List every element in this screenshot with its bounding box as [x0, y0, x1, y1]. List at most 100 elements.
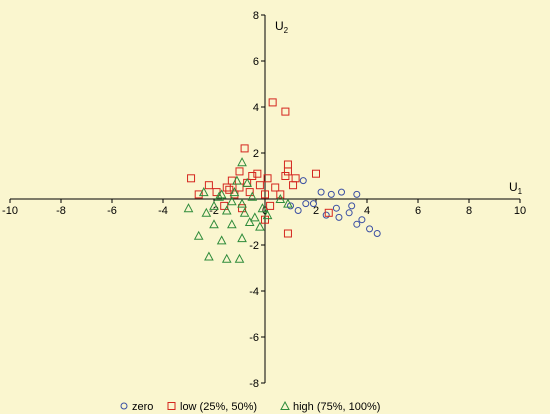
data-point-series-1 [235, 167, 244, 176]
data-point-series-2 [214, 191, 224, 201]
x-tick-label: 0 [262, 205, 268, 217]
data-point-series-2 [227, 196, 237, 206]
data-point-series-0 [294, 207, 302, 214]
data-point-series-2 [216, 235, 227, 245]
data-point-series-0 [338, 188, 345, 196]
x-tick-label: 2 [313, 205, 319, 217]
data-point-series-2 [257, 203, 268, 213]
x-axis-label: U1 [509, 180, 523, 196]
data-point-series-1 [324, 208, 333, 217]
y-tick-label: -2 [249, 240, 259, 252]
data-point-series-1 [291, 174, 300, 183]
data-point-series-0 [299, 177, 307, 185]
data-point-series-0 [332, 204, 340, 212]
legend-label-high: high (75%, 100%) [293, 401, 380, 413]
x-tick-label: -6 [107, 205, 117, 217]
data-point-series-0 [309, 200, 317, 208]
data-point-series-1 [268, 98, 277, 107]
x-axis-label-main: U [509, 180, 518, 194]
data-point-series-2 [204, 251, 214, 261]
data-point-series-1 [240, 144, 249, 153]
data-point-series-0 [317, 188, 325, 196]
data-point-series-2 [239, 207, 250, 217]
x-tick-label: 4 [364, 205, 370, 217]
data-point-series-1 [235, 183, 244, 192]
data-point-series-1 [263, 174, 272, 183]
data-point-series-2 [234, 253, 245, 263]
data-point-series-2 [227, 219, 237, 229]
data-point-series-1 [283, 229, 292, 238]
y-axis-label-sub: 2 [284, 26, 289, 35]
data-point-series-0 [366, 225, 374, 233]
data-point-series-1 [283, 160, 292, 169]
legend-label-zero: zero [132, 401, 153, 413]
data-point-series-0 [345, 209, 353, 217]
data-point-series-2 [247, 191, 258, 201]
data-point-series-2 [198, 187, 209, 197]
y-axis-label-main: U [275, 19, 284, 33]
data-point-series-2 [183, 203, 194, 213]
y-tick-label: 4 [253, 102, 259, 114]
data-point-series-2 [209, 200, 219, 210]
data-point-series-1 [238, 204, 247, 213]
data-point-series-0 [327, 190, 335, 198]
data-point-series-2 [229, 187, 240, 197]
data-point-series-1 [245, 188, 254, 197]
x-axis-label-sub: 1 [518, 187, 523, 196]
y-tick-label: 8 [253, 10, 259, 22]
data-point-series-1 [281, 107, 290, 116]
x-tick-label: 6 [415, 205, 421, 217]
y-tick-label: -8 [249, 378, 259, 390]
data-point-series-2 [221, 205, 232, 215]
data-point-series-2 [237, 157, 247, 167]
axis-ticks [9, 14, 521, 384]
data-point-series-1 [281, 172, 290, 180]
data-point-series-0 [358, 216, 366, 224]
data-point-series-2 [209, 219, 219, 229]
data-point-series-2 [275, 193, 286, 203]
x-tick-label: -8 [56, 205, 66, 217]
data-point-series-1 [266, 201, 275, 210]
tick-labels: -10 -8 -6 -4 -2 0 2 4 6 8 10 -8 -6 -4 -2 2 4 6 8 [2, 10, 526, 390]
data-point-series-2 [283, 198, 293, 208]
data-point-series-1 [289, 181, 298, 190]
y-tick-label: 2 [253, 148, 259, 160]
y-tick-label: -6 [249, 332, 259, 344]
data-point-series-1 [271, 183, 280, 192]
data-point-series-0 [373, 230, 381, 237]
data-point-series-2 [237, 198, 247, 208]
data-point-series-1 [253, 169, 262, 178]
x-tick-label: -2 [209, 205, 219, 217]
data-point-series-2 [249, 212, 260, 222]
data-point-series-1 [222, 183, 231, 192]
legend-label-low: low (25%, 50%) [180, 401, 257, 413]
data-point-series-2 [232, 175, 242, 185]
x-tick-label: 10 [514, 205, 526, 217]
y-tick-label: 6 [253, 56, 259, 68]
data-point-series-1 [283, 167, 292, 176]
data-point-series-2 [242, 177, 252, 187]
legend-marker-low [167, 402, 176, 410]
data-point-series-1 [212, 188, 221, 197]
data-point-series-0 [287, 202, 294, 210]
data-point-series-1 [312, 169, 320, 178]
data-point-series-0 [348, 202, 356, 210]
y-tick-label: -4 [249, 286, 259, 298]
data-points [183, 98, 381, 263]
data-point-series-0 [353, 220, 361, 228]
data-point-series-1 [255, 181, 264, 190]
y-axis-label: U2 [275, 19, 289, 35]
data-point-series-2 [237, 233, 247, 243]
data-point-series-0 [353, 190, 361, 198]
legend-marker-high [280, 400, 290, 410]
data-point-series-2 [262, 210, 273, 220]
x-tick-label: -4 [158, 205, 168, 217]
x-tick-label: 8 [466, 205, 472, 217]
data-point-series-0 [322, 211, 330, 219]
x-tick-label: -10 [2, 205, 18, 217]
legend-marker-zero [120, 402, 128, 410]
data-point-series-0 [335, 213, 343, 221]
data-point-series-1 [276, 190, 285, 199]
data-point-series-2 [255, 221, 265, 231]
